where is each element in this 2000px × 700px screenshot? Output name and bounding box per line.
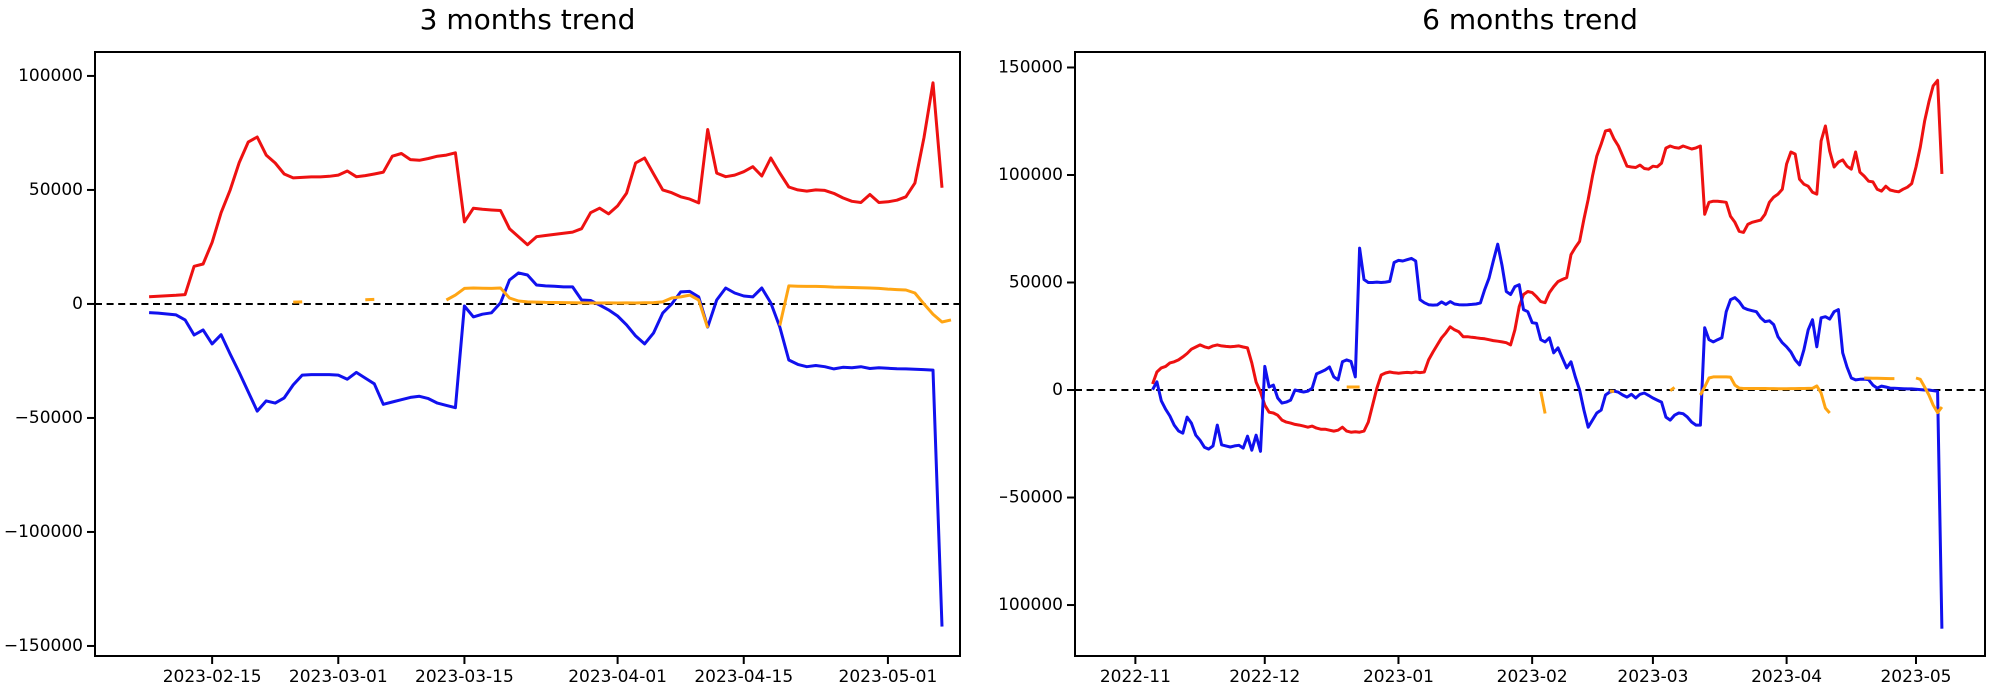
y-tick-label: 100000 bbox=[1000, 165, 1063, 185]
y-tick-label: −50000 bbox=[1000, 488, 1063, 508]
orange-line bbox=[1699, 375, 1831, 414]
y-tick-label: 50000 bbox=[29, 180, 83, 200]
orange-line bbox=[1669, 386, 1676, 392]
x-tick-label: 2023-03-01 bbox=[289, 667, 388, 687]
red-line bbox=[1151, 78, 1944, 434]
orange-line bbox=[1915, 376, 1944, 415]
chart-6-months: 6 months trend −100000 −50000 0 50000 100000… bbox=[1000, 0, 2000, 700]
x-tick-label: 2023-03-15 bbox=[415, 667, 514, 687]
blue-line bbox=[1151, 242, 1944, 629]
red-line bbox=[149, 81, 944, 299]
x-tick-label: 2023-04 bbox=[1751, 667, 1822, 687]
x-tick-label: 2023-02 bbox=[1497, 667, 1568, 687]
y-tick-label: 0 bbox=[1052, 380, 1063, 400]
x-tick-label: 2022-12 bbox=[1229, 667, 1300, 687]
y-tick-label: −100000 bbox=[4, 522, 83, 542]
chart-title-6-months: 6 months trend bbox=[1422, 3, 1638, 36]
x-tick-label: 2023-03 bbox=[1617, 667, 1688, 687]
plot-border bbox=[1074, 51, 1986, 657]
orange-line bbox=[445, 286, 710, 329]
y-tick-label: 150000 bbox=[1000, 57, 1063, 77]
x-tick-label: 2023-01 bbox=[1363, 667, 1434, 687]
y-tick-label: −100000 bbox=[1000, 595, 1063, 615]
x-tick-label: 2022-11 bbox=[1100, 667, 1171, 687]
x-tick-label: 2023-04-01 bbox=[568, 667, 667, 687]
x-tick-label: 2023-02-15 bbox=[163, 667, 262, 687]
chart-3-months: 3 months trend −150000 −100000 −50000 0 5000… bbox=[4, 3, 961, 687]
chart-6-months-plot: −100000 −50000 0 50000 100000 150000 2022-11 20… bbox=[1000, 51, 1986, 687]
orange-line bbox=[778, 284, 952, 326]
y-tick-label: −150000 bbox=[4, 636, 83, 656]
x-tick-label: 2023-05 bbox=[1880, 667, 1951, 687]
chart-3-months-plot: −150000 −100000 −50000 0 50000 100000 2023-02-… bbox=[4, 51, 961, 687]
y-tick-label: 100000 bbox=[18, 66, 83, 86]
orange-line bbox=[1539, 391, 1547, 414]
plot-border bbox=[94, 51, 961, 657]
orange-line bbox=[1864, 376, 1895, 381]
chart-title-3-months: 3 months trend bbox=[419, 3, 636, 36]
x-tick-label: 2023-05-01 bbox=[839, 667, 938, 687]
blue-line bbox=[149, 271, 944, 627]
y-tick-label: 50000 bbox=[1009, 273, 1063, 293]
x-tick-label: 2023-04-15 bbox=[694, 667, 793, 687]
y-tick-label: −50000 bbox=[15, 408, 83, 428]
y-tick-label: 0 bbox=[72, 294, 83, 314]
